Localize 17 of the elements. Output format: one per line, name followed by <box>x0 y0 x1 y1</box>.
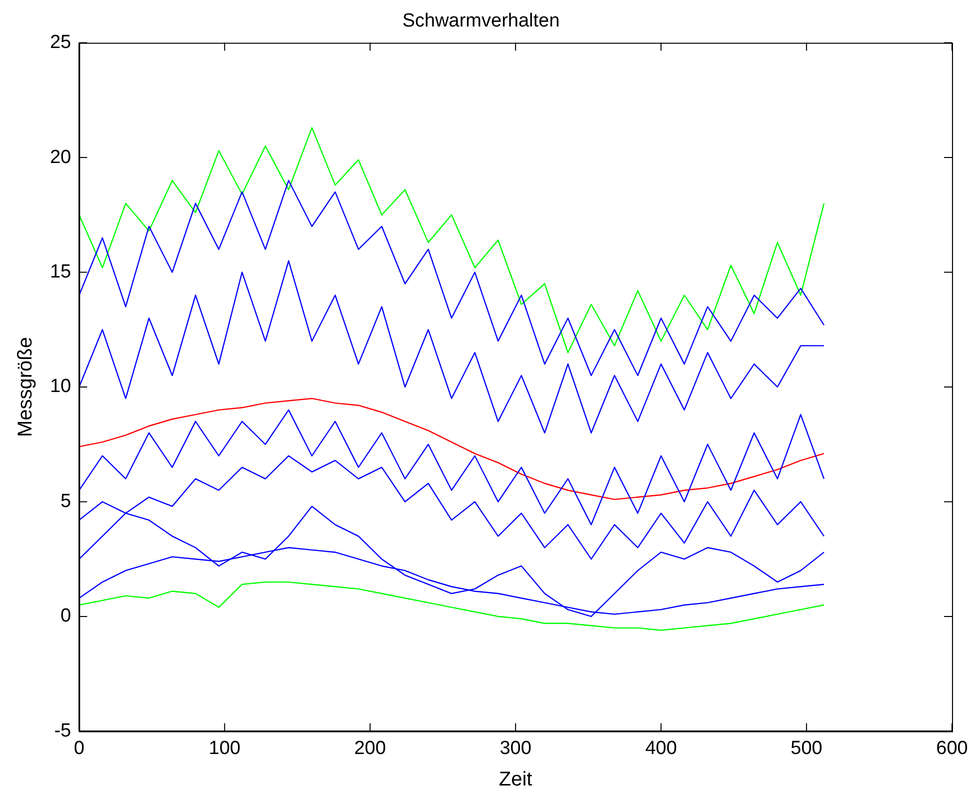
x-tick-label: 300 <box>500 738 532 759</box>
x-axis-title: Zeit <box>498 768 533 791</box>
y-tick-label: 10 <box>50 376 72 398</box>
y-tick-label: 5 <box>60 490 72 512</box>
x-tick-label: 200 <box>354 738 386 759</box>
x-tick-label: 400 <box>645 738 677 759</box>
chart-title: Schwarmverhalten <box>402 10 560 32</box>
y-axis-title: Messgröße <box>14 336 37 438</box>
x-tick-label: 0 <box>74 738 84 759</box>
y-tick-label: 15 <box>50 262 72 282</box>
x-tick-label: 500 <box>790 738 822 759</box>
y-tick-label: 20 <box>50 146 72 168</box>
y-tick-label: 0 <box>60 606 72 627</box>
x-tick-label: 100 <box>208 738 240 759</box>
y-tick-label: -5 <box>54 720 72 742</box>
x-tick-label: 600 <box>936 738 968 759</box>
y-tick-label: 25 <box>50 32 72 54</box>
